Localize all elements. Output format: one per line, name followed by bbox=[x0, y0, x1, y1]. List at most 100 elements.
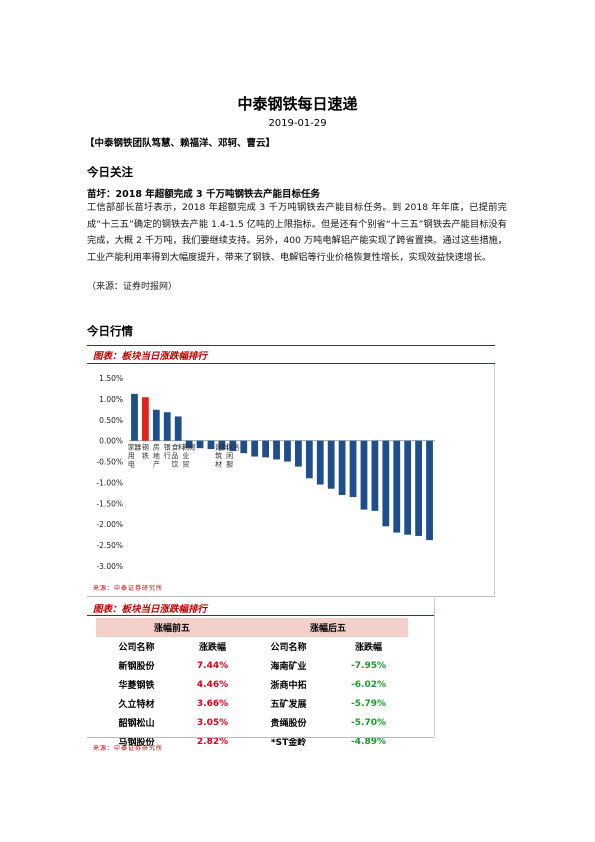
section-today-market: 今日行情 bbox=[87, 324, 133, 338]
bottom-change: -7.95% bbox=[351, 660, 387, 671]
x-tick-label: 易 bbox=[189, 444, 196, 452]
figure2-bottom-rule bbox=[87, 737, 435, 738]
bottom-change: -6.02% bbox=[351, 679, 387, 690]
y-tick-label: -0.50% bbox=[96, 458, 123, 467]
bar-综合 bbox=[415, 440, 422, 536]
x-tick-label: 品 bbox=[171, 452, 178, 460]
bar-钢铁 bbox=[142, 397, 149, 441]
x-tick-label: 电 bbox=[128, 460, 135, 469]
top-change: 3.05% bbox=[196, 717, 229, 728]
top-change: 4.46% bbox=[196, 679, 229, 690]
figure2-right-border bbox=[434, 598, 435, 736]
bottom-company: 五矿发展 bbox=[270, 700, 307, 710]
bar-交通运输 bbox=[262, 440, 269, 458]
figure1-right-border bbox=[494, 364, 495, 597]
bar-有色金属 bbox=[382, 440, 390, 527]
figure1-caption: 图表：板块当日涨跌幅排行 bbox=[93, 351, 208, 362]
top-company: 华菱钢铁 bbox=[118, 681, 155, 691]
top-change: 2.82% bbox=[196, 736, 229, 747]
top-company: 韶钢松山 bbox=[118, 719, 155, 729]
news-body: 工信部部长苗圩表示，2018 年超额完成 3 千万吨钢铁去产能目标任务。到 20… bbox=[87, 202, 507, 263]
table-row: 久立特材 3.66% 五矿发展 -5.79% bbox=[96, 694, 408, 713]
bar-电子 bbox=[393, 440, 401, 533]
x-tick-label: 材 bbox=[215, 460, 222, 469]
y-axis: 1.50% 1.00% 0.50% 0.00% -0.50% -1.00% -1.50% -2… bbox=[96, 374, 435, 571]
x-tick-label: 服 bbox=[226, 461, 233, 469]
col-company-header: 公司名称 bbox=[248, 637, 330, 656]
group-top-header: 涨幅前五 bbox=[96, 618, 248, 637]
bottom-company: 浙商中拓 bbox=[270, 681, 307, 691]
y-tick-label: -1.50% bbox=[96, 499, 123, 508]
table-row: 华菱钢铁 4.46% 浙商中拓 -6.02% bbox=[96, 675, 408, 694]
bar-汽车 bbox=[360, 440, 368, 510]
x-tick-label: 筑 bbox=[215, 451, 222, 460]
y-tick-label: -2.00% bbox=[96, 520, 123, 529]
bar-商业贸易 bbox=[207, 440, 215, 450]
x-tick-label: 商 bbox=[182, 443, 189, 452]
col-change-header: 涨跌幅 bbox=[329, 637, 408, 656]
bottom-change: -4.89% bbox=[351, 736, 387, 747]
table-row: 韶钢松山 3.05% 贵绳股份 -5.70% bbox=[96, 713, 408, 732]
top-company: 马钢股份 bbox=[118, 738, 155, 748]
figure2-caption: 图表：板块当日涨跌幅排行 bbox=[93, 604, 208, 615]
x-tick-label: 用 bbox=[128, 452, 135, 460]
x-tick-label: 铁 bbox=[142, 451, 149, 460]
top-change: 7.44% bbox=[196, 660, 229, 671]
figure2-caption-rule bbox=[87, 615, 435, 616]
report-date: 2019-01-29 bbox=[268, 118, 327, 129]
top-company: 久立特材 bbox=[118, 700, 155, 710]
page-title: 中泰钢铁每日速递 bbox=[237, 95, 358, 113]
x-tick-label: 闲 bbox=[226, 451, 233, 460]
bar-食品饮料 bbox=[174, 416, 182, 441]
x-tick-label: 钢 bbox=[142, 443, 149, 452]
bottom-company: 海南矿业 bbox=[270, 662, 307, 672]
bar-银行 bbox=[163, 412, 171, 441]
bottom-company: *ST金岭 bbox=[270, 738, 307, 748]
bar-轻工制造 bbox=[273, 440, 280, 460]
x-tick-label: 建 bbox=[215, 443, 222, 452]
y-tick-label: 0.00% bbox=[99, 437, 123, 446]
bottom-change: -5.70% bbox=[351, 717, 387, 728]
top-change: 3.66% bbox=[196, 698, 229, 709]
top-company: 新钢股份 bbox=[118, 662, 155, 672]
bar-医药生物 bbox=[338, 440, 346, 495]
y-tick-label: 0.50% bbox=[99, 416, 123, 425]
news-source: （来源：证券时报网） bbox=[87, 282, 178, 292]
y-tick-label: -1.00% bbox=[96, 478, 123, 487]
figure1-bottom-rule bbox=[87, 596, 495, 597]
bar-电气设备 bbox=[251, 440, 259, 457]
bar-采掘 bbox=[349, 440, 357, 498]
y-tick-label: 1.50% bbox=[99, 374, 123, 383]
bar-传媒 bbox=[426, 440, 433, 541]
y-tick-label: -3.00% bbox=[96, 562, 123, 571]
x-tick-label: 行 bbox=[164, 451, 171, 460]
bar-休闲服务 bbox=[196, 440, 204, 449]
x-tick-label: 务 bbox=[233, 443, 240, 452]
bar-房地产 bbox=[152, 409, 160, 441]
col-company-header: 公司名称 bbox=[96, 637, 178, 656]
x-tick-label: 家 bbox=[128, 443, 135, 452]
x-tick-label: 食 bbox=[171, 443, 178, 452]
bar-公用事业 bbox=[295, 440, 302, 467]
x-tick-label: 料 bbox=[178, 443, 185, 452]
bar-农林牧渔 bbox=[240, 440, 248, 454]
bar-家用电器 bbox=[131, 393, 138, 441]
x-tick-label: 休 bbox=[226, 443, 233, 452]
bar-国防军工 bbox=[229, 440, 237, 452]
x-tick-label: 料 bbox=[222, 443, 229, 452]
x-tick-label: 产 bbox=[153, 460, 160, 469]
x-tick-label: 器 bbox=[134, 444, 141, 452]
table-row: 马钢股份 2.82% *ST金岭 -4.89% bbox=[96, 732, 408, 751]
y-tick-label: 1.00% bbox=[99, 395, 123, 404]
bar-series bbox=[131, 393, 433, 541]
bar-非银金融 bbox=[185, 440, 193, 449]
bar-通信 bbox=[316, 440, 324, 485]
sector-change-chart: 1.50% 1.00% 0.50% 0.00% -0.50% -1.00% -1.50% -2… bbox=[96, 374, 435, 571]
figure1-caption-rule bbox=[87, 363, 495, 364]
figure2-source: 来源：中泰证券研究所 bbox=[93, 745, 164, 752]
x-tick-label: 银 bbox=[164, 443, 171, 452]
team-line: 【中泰钢铁团队笃慧、赖福洋、邓轲、曹云】 bbox=[85, 138, 276, 149]
table-row: 新钢股份 7.44% 海南矿业 -7.95% bbox=[96, 656, 408, 675]
figure1-source: 来源：中泰证券研究所 bbox=[93, 585, 164, 592]
y-tick-label: -2.50% bbox=[96, 541, 123, 550]
